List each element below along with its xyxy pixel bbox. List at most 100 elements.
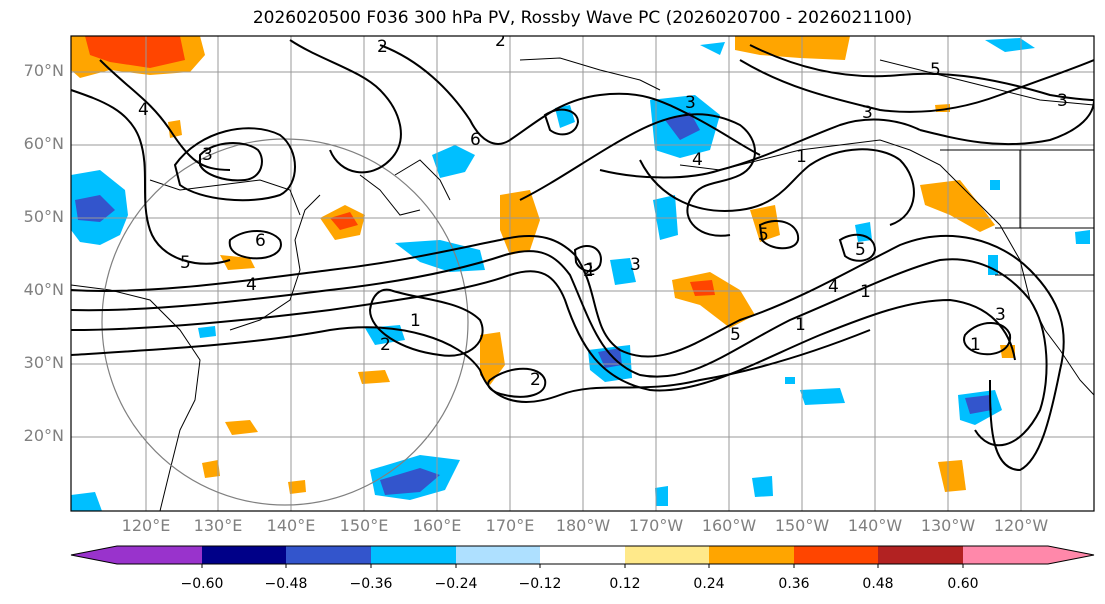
- contour-label: 3: [685, 93, 696, 113]
- colorbar-label: −0.60: [180, 576, 224, 592]
- anomaly-negative: [752, 476, 773, 497]
- anomaly-negative: [198, 326, 216, 338]
- colorbar: [70, 545, 1095, 568]
- colorbar-segment: [202, 546, 286, 564]
- lon-label: 140°W: [847, 516, 903, 535]
- contour-label: 5: [758, 225, 769, 245]
- colorbar-segment: [456, 546, 540, 564]
- contour-label: 4: [828, 277, 839, 297]
- colorbar-label: 0.60: [947, 576, 979, 592]
- contour-label: 5: [855, 240, 866, 260]
- contour-label: 4: [692, 150, 703, 170]
- contour-label: 4: [246, 275, 257, 295]
- colorbar-segment: [709, 546, 794, 564]
- colorbar-segment: [540, 546, 625, 564]
- contour-label: 6: [470, 130, 481, 150]
- lon-label: 120°W: [993, 516, 1049, 535]
- map-title: 2026020500 F036 300 hPa PV, Rossby Wave …: [252, 8, 913, 28]
- contour-label: 3: [630, 255, 641, 275]
- contour-label: 3: [995, 305, 1006, 325]
- anomaly-negative: [990, 180, 1000, 190]
- contour-label: 2: [380, 335, 391, 355]
- colorbar-label: 0.24: [693, 576, 725, 592]
- contour-label: 3: [1057, 91, 1068, 111]
- contour-label: 3: [202, 145, 213, 165]
- lat-label: 50°N: [23, 207, 64, 226]
- anomaly-negative: [700, 42, 725, 55]
- contour-label: 1: [585, 260, 596, 280]
- colorbar-segment: [963, 546, 1094, 564]
- anomaly-positive: [225, 420, 258, 435]
- contour-label: 2: [495, 31, 506, 51]
- pv-contours: [71, 39, 1094, 472]
- anomaly-strong-positive: [690, 280, 715, 296]
- lat-label: 60°N: [23, 134, 64, 153]
- contour-label: 6: [255, 231, 266, 251]
- plot-frame: [70, 35, 1095, 512]
- coastlines: [71, 57, 1094, 511]
- contour-label: 1: [410, 311, 421, 331]
- contour-label: 5: [180, 253, 191, 273]
- contour-label: 1: [970, 335, 981, 355]
- contour-label: 1: [796, 147, 807, 167]
- anomaly-negative: [71, 492, 102, 511]
- lon-label: 150°E: [339, 516, 389, 535]
- lon-label: 150°W: [774, 516, 830, 535]
- anomaly-strong-positive: [85, 36, 185, 68]
- anomaly-strong-negative: [75, 195, 115, 222]
- lon-label: 120°E: [121, 516, 171, 535]
- contour-label: 4: [138, 100, 149, 120]
- anomaly-negative: [785, 377, 795, 384]
- colorbar-segment: [794, 546, 878, 564]
- anomaly-positive: [202, 460, 220, 478]
- contour-label: 5: [730, 325, 741, 345]
- anomaly-positive: [735, 36, 850, 60]
- anomaly-negative: [432, 145, 475, 178]
- shading-layer: [71, 36, 1090, 511]
- contour-label: 3: [862, 103, 873, 123]
- contour-label: 1: [860, 282, 871, 302]
- anomaly-positive: [220, 255, 255, 270]
- anomaly-positive: [920, 180, 995, 232]
- lon-label: 140°E: [266, 516, 316, 535]
- anomaly-negative: [655, 486, 668, 506]
- anomaly-negative: [800, 388, 845, 405]
- contour-labels: 2 2 3 4 5 6 1 1 2 3 4 5 1 2 3 4 5 6 1 1 …: [138, 31, 1068, 390]
- contour-label: 2: [530, 370, 541, 390]
- contour-label: 2: [377, 37, 388, 57]
- anomaly-negative: [1075, 230, 1090, 244]
- colorbar-label: −0.36: [349, 576, 393, 592]
- colorbar-segment: [286, 546, 371, 564]
- lon-label: 130°E: [193, 516, 243, 535]
- contour-label: 2: [583, 261, 594, 281]
- colorbar-segment: [371, 546, 456, 564]
- colorbar-label: −0.12: [518, 576, 562, 592]
- anomaly-positive: [938, 460, 966, 492]
- colorbar-segment: [71, 546, 202, 564]
- lat-label: 70°N: [23, 61, 64, 80]
- anomaly-strong-negative: [965, 395, 992, 414]
- contour-label: 5: [930, 60, 941, 80]
- lon-label: 130°W: [920, 516, 976, 535]
- colorbar-label: 0.12: [609, 576, 641, 592]
- anomaly-strong-negative: [380, 468, 440, 495]
- colorbar-label: 0.36: [778, 576, 810, 592]
- contour-label: 1: [795, 315, 806, 335]
- anomaly-positive: [288, 480, 306, 494]
- anomaly-positive: [480, 332, 505, 385]
- lat-label: 20°N: [23, 426, 64, 445]
- anomaly-negative: [985, 38, 1035, 52]
- lon-label: 160°W: [701, 516, 757, 535]
- anomaly-strong-negative: [598, 348, 622, 368]
- lon-label: 180°W: [555, 516, 611, 535]
- colorbar-outline: [70, 545, 1095, 565]
- anomaly-negative: [395, 240, 485, 272]
- colorbar-label: 0.48: [862, 576, 894, 592]
- anomaly-strong-positive: [330, 212, 358, 230]
- lon-label: 170°W: [628, 516, 684, 535]
- lat-label: 40°N: [23, 280, 64, 299]
- anomaly-negative: [610, 258, 636, 285]
- lat-label: 30°N: [23, 353, 64, 372]
- anomaly-positive: [358, 370, 390, 384]
